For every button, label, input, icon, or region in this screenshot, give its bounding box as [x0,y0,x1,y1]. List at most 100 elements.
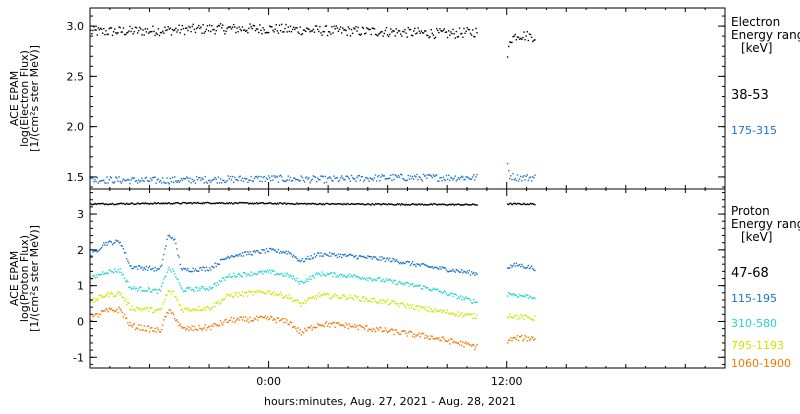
data-point [189,26,191,29]
data-point [451,338,453,341]
data-point [94,277,96,279]
data-point [250,271,252,273]
data-point [471,203,474,205]
data-point [198,24,200,27]
data-point [193,201,196,204]
data-point [461,204,463,206]
data-point [402,330,404,332]
data-point [524,314,526,316]
electron-legend-title-line: Electron [731,16,781,29]
data-point [102,32,104,34]
data-point [120,292,122,295]
data-point [240,201,243,204]
data-point [473,203,475,205]
data-point [471,29,474,31]
data-point [94,29,96,31]
data-point [93,203,95,205]
data-point [520,203,522,205]
data-point [182,267,185,270]
data-point [218,279,221,282]
data-point [223,277,225,279]
data-point [116,308,118,311]
data-point [332,180,334,182]
data-point [348,28,351,30]
data-point [138,288,140,290]
data-point [247,273,249,275]
data-point [373,329,376,331]
data-point [178,282,180,284]
data-point [306,258,308,260]
data-point [158,288,161,291]
data-point [440,203,442,206]
data-point [362,255,365,258]
data-point [351,177,354,179]
data-point [403,304,405,306]
data-point [289,252,292,254]
data-point [274,202,276,205]
data-point [280,23,283,26]
data-point [365,204,367,206]
data-point [405,281,407,284]
data-point [260,315,262,318]
data-point [370,297,372,300]
data-point [407,203,409,206]
data-point [213,28,215,31]
data-point [451,177,453,180]
data-point [526,316,528,318]
data-point [178,256,180,258]
data-point [102,310,104,312]
data-point [208,309,211,311]
data-point [111,202,114,205]
data-point [92,29,94,32]
data-point [473,174,475,176]
data-point [256,272,259,275]
data-point [90,202,92,205]
data-point [117,180,119,182]
data-point [382,175,384,177]
data-point [121,31,124,33]
data-point [255,202,258,204]
data-point [175,180,177,182]
data-point [289,176,292,179]
data-point [446,36,449,39]
data-point [156,268,158,270]
data-point [310,325,312,327]
data-point [114,28,116,30]
data-point [347,274,349,277]
data-point [305,302,307,305]
data-point [309,297,311,300]
data-point [267,202,270,205]
data-point [443,309,446,311]
data-point [350,326,353,328]
data-point [132,203,134,205]
data-point [176,277,178,280]
data-point [144,202,146,204]
data-point [278,320,281,322]
data-point [220,322,223,325]
data-point [432,203,435,205]
data-point [327,255,330,257]
data-point [441,266,443,268]
data-point [414,285,416,287]
data-point [384,302,387,304]
data-point [525,314,527,317]
data-point [228,26,231,28]
data-point [339,273,342,275]
data-point [238,319,240,321]
data-point [297,260,299,262]
data-point [469,32,472,35]
data-point [192,267,194,270]
data-point [458,27,461,29]
data-point [147,325,150,327]
data-point [91,203,93,206]
data-point [300,280,303,283]
data-point [112,182,115,184]
data-point [454,293,456,295]
data-point [266,316,269,318]
data-point [432,309,435,311]
data-point [248,253,250,255]
data-point [339,177,342,179]
data-point [416,263,418,265]
data-point [453,270,455,272]
